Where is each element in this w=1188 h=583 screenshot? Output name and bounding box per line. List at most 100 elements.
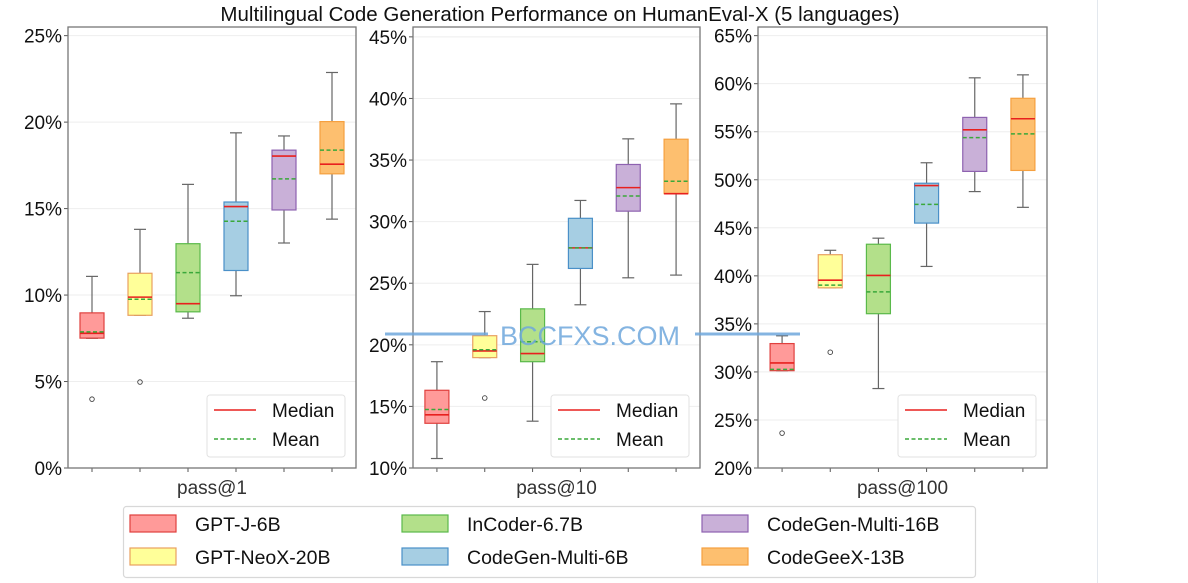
chart-title: Multilingual Code Generation Performance… xyxy=(220,3,899,26)
legend-item-gpt-j-6b: GPT-J-6B xyxy=(129,514,281,536)
box-gpt-j-6b xyxy=(769,335,795,472)
box-incoder-6-7b xyxy=(865,237,892,472)
legend-frame xyxy=(122,505,977,579)
legend-item-codegeex-13b: CodeGeeX-13B xyxy=(701,547,905,569)
y-tick-label: 65% xyxy=(714,27,752,48)
y-tick-label: 55% xyxy=(714,123,752,144)
iqr-box xyxy=(663,138,689,195)
legend-label: CodeGen-Multi-6B xyxy=(467,547,628,569)
y-tick-label: 30% xyxy=(714,363,752,384)
y-tick-label: 15% xyxy=(369,397,407,418)
axes-frame xyxy=(412,26,701,469)
legend-label: InCoder-6.7B xyxy=(467,514,583,536)
median-mean-legend: Median Mean xyxy=(550,394,690,458)
y-tick-label: 25% xyxy=(714,411,752,432)
median-mean-legend: Median Mean xyxy=(206,394,346,458)
legend-label: CodeGeeX-13B xyxy=(767,547,905,569)
iqr-box xyxy=(865,243,892,315)
iqr-box xyxy=(79,312,105,339)
y-tick-label: 20% xyxy=(714,459,752,480)
panel-pass-at-1: 0% 5% 10% 15% 20% 25% pass@1 Median Mean xyxy=(24,26,357,499)
box-codegen-multi-6b xyxy=(223,132,249,472)
legend-item-codegen-multi-6b: CodeGen-Multi-6B xyxy=(401,547,628,569)
mean-legend-label: Mean xyxy=(616,430,664,451)
panel-pass-at-10: 10% 15% 20% 25% 30% 35% 40% 45% pass@10 Median Mea… xyxy=(369,26,701,499)
y-tick-label: 50% xyxy=(714,171,752,192)
iqr-box xyxy=(424,389,450,424)
legend-swatch xyxy=(129,547,177,566)
y-tick-label: 0% xyxy=(35,459,63,480)
y-tick-label: 20% xyxy=(369,336,407,357)
box-codegeex-13b xyxy=(663,103,689,472)
box-codegeex-13b xyxy=(319,71,345,472)
iqr-box xyxy=(913,182,940,224)
watermark-latin: BCCFXS.COM xyxy=(500,321,680,351)
box-codegen-multi-6b xyxy=(913,162,940,472)
y-tick-label: 35% xyxy=(714,315,752,336)
box-codegen-multi-16b xyxy=(962,77,988,472)
box-gpt-neox-20b xyxy=(817,249,843,472)
y-tick-label: 20% xyxy=(24,113,62,134)
legend-swatch xyxy=(129,514,177,533)
y-tick-label: 35% xyxy=(369,151,407,172)
y-tick-label: 15% xyxy=(24,200,62,221)
median-legend-label: Median xyxy=(616,401,678,422)
y-tick-label: 5% xyxy=(35,373,63,394)
median-legend-label: Median xyxy=(272,401,334,422)
outlier-point xyxy=(482,395,488,401)
legend-swatch xyxy=(701,547,749,566)
legend-item-gpt-neox-20b: GPT-NeoX-20B xyxy=(129,547,330,569)
outlier-point xyxy=(779,430,785,436)
iqr-box xyxy=(769,342,795,372)
iqr-box xyxy=(962,116,988,173)
y-tick-label: 10% xyxy=(369,459,407,480)
y-tick-label: 45% xyxy=(369,28,407,49)
x-axis-label: pass@1 xyxy=(177,478,247,499)
legend-label: CodeGen-Multi-16B xyxy=(767,514,939,536)
box-incoder-6-7b xyxy=(519,263,546,472)
x-axis-label: pass@100 xyxy=(857,478,948,499)
legend-item-incoder-6-7b: InCoder-6.7B xyxy=(401,514,583,536)
outlier-point xyxy=(137,379,143,385)
box-gpt-neox-20b xyxy=(472,310,498,472)
y-tick-label: 45% xyxy=(714,219,752,240)
iqr-box xyxy=(567,217,594,270)
legend-swatch xyxy=(401,547,449,566)
median-legend-label: Median xyxy=(963,401,1025,422)
y-tick-label: 25% xyxy=(24,27,62,48)
box-incoder-6-7b xyxy=(175,183,201,472)
legend-label: GPT-J-6B xyxy=(195,514,281,536)
box-gpt-j-6b xyxy=(424,361,450,472)
axes-frame xyxy=(67,26,357,469)
iqr-box xyxy=(127,272,153,316)
outlier-point xyxy=(89,396,95,402)
box-codegen-multi-16b xyxy=(271,135,297,472)
mean-legend-label: Mean xyxy=(272,430,320,451)
model-legend: GPT-J-6B GPT-NeoX-20B InCoder-6.7B CodeGen-… xyxy=(122,505,977,579)
y-tick-label: 30% xyxy=(369,213,407,234)
y-tick-label: 40% xyxy=(714,267,752,288)
watermark: BCCFXS.COM xyxy=(385,321,800,351)
outlier-point xyxy=(827,349,834,355)
legend-label: GPT-NeoX-20B xyxy=(195,547,330,569)
box-codegen-multi-16b xyxy=(615,138,641,472)
box-gpt-j-6b xyxy=(79,275,105,472)
box-codegen-multi-6b xyxy=(567,199,594,472)
box-gpt-neox-20b xyxy=(127,228,153,472)
iqr-box xyxy=(271,149,297,211)
legend-item-codegen-multi-16b: CodeGen-Multi-16B xyxy=(701,514,939,536)
median-mean-legend: Median Mean xyxy=(897,394,1037,458)
y-tick-label: 40% xyxy=(369,89,407,110)
box-codegeex-13b xyxy=(1010,74,1036,472)
x-axis-label: pass@10 xyxy=(516,478,597,499)
legend-swatch xyxy=(701,514,749,533)
iqr-box xyxy=(817,254,843,289)
panel-pass-at-100: 20% 25% 30% 35% 40% 45% 50% 55% 60% 65% pass@100 Me… xyxy=(714,26,1048,499)
y-tick-label: 60% xyxy=(714,75,752,96)
iqr-box xyxy=(319,120,345,175)
axes-frame xyxy=(757,26,1048,469)
iqr-box xyxy=(472,335,498,359)
iqr-box xyxy=(223,201,249,272)
legend-swatch xyxy=(401,514,449,533)
